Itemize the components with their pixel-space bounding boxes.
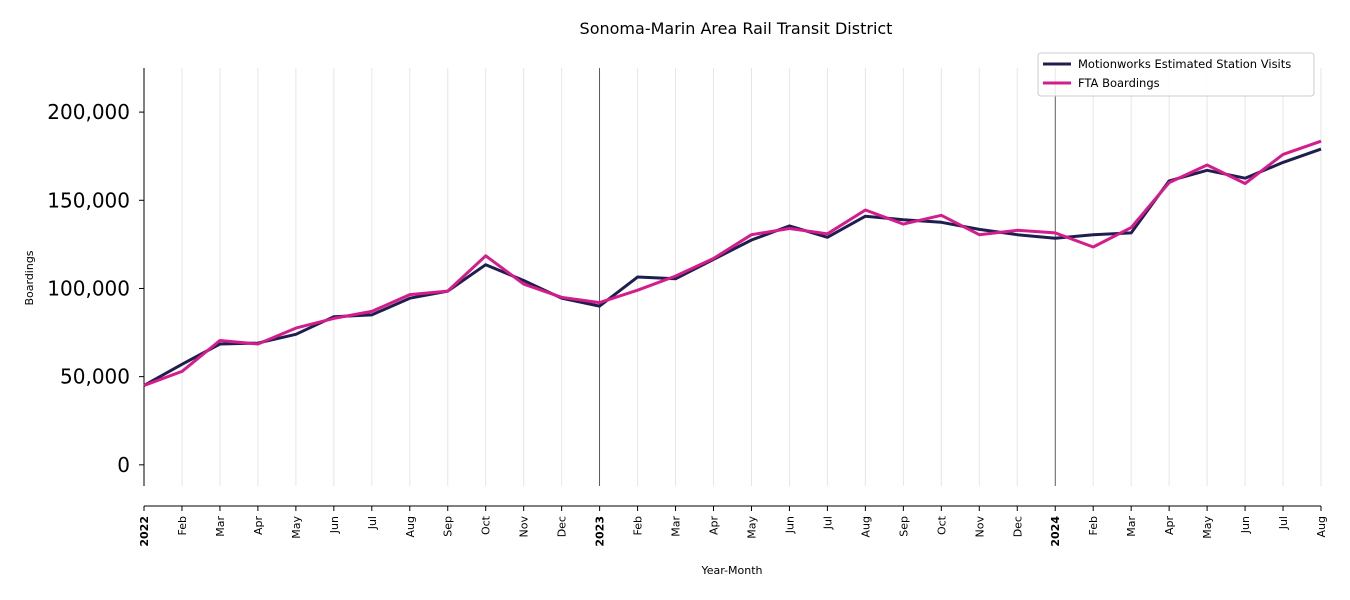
x-tick-label: Sep: [897, 516, 910, 537]
x-tick-label: Dec: [556, 516, 569, 537]
y-tick-label: 100,000: [47, 276, 130, 300]
x-tick-label: Mar: [214, 516, 227, 537]
x-tick-label: Aug: [859, 516, 872, 537]
legend-entry: Motionworks Estimated Station Visits: [1078, 57, 1291, 71]
x-tick-label: 2022: [138, 516, 151, 547]
x-tick-label: 2023: [594, 516, 607, 547]
axes-layer: 0 50,000 100,000 150,000 200,000 2022 Feb Mar Ap…: [47, 68, 1328, 547]
x-tick-label: May: [1201, 516, 1214, 539]
x-tick-label: Jun: [1239, 516, 1252, 534]
legend-entry: FTA Boardings: [1078, 76, 1160, 90]
chart-title: Sonoma-Marin Area Rail Transit District: [580, 19, 893, 38]
series-line-1: [143, 147, 1322, 387]
x-tick-label: Oct: [935, 515, 948, 535]
grid-layer: [181, 68, 1322, 486]
x-tick-label: Feb: [632, 516, 645, 535]
x-tick-label: Jun: [328, 516, 341, 534]
legend: Motionworks Estimated Station Visits FTA …: [1037, 52, 1315, 97]
x-tick-label: May: [745, 516, 758, 539]
y-tick-label: 150,000: [47, 188, 130, 212]
y-axis-label: Boardings: [23, 250, 36, 305]
x-tick-label: May: [290, 516, 303, 539]
y-tick-label: 200,000: [47, 100, 130, 124]
x-tick-label: Jul: [366, 516, 379, 530]
x-tick-label: Nov: [518, 516, 531, 538]
x-tick-label: Mar: [670, 516, 683, 537]
x-tick-label: Dec: [1011, 516, 1024, 537]
x-axis-label: Year-Month: [700, 564, 762, 577]
x-tick-label: Apr: [1163, 516, 1176, 536]
x-tick-label: Jul: [821, 516, 834, 530]
legend-box: [1037, 52, 1315, 97]
series-line-2: [143, 139, 1322, 387]
series-layer: [143, 139, 1322, 387]
x-tick-label: Nov: [973, 516, 986, 538]
x-tick-label: Aug: [404, 516, 417, 537]
x-tick-label: Apr: [708, 516, 721, 536]
x-tick-label: Jul: [1277, 516, 1290, 530]
x-tick-label: Apr: [252, 516, 265, 536]
x-tick-label: Sep: [442, 516, 455, 537]
x-tick-label: 2024: [1049, 516, 1062, 547]
x-tick-label: Jun: [783, 516, 796, 534]
x-tick-label: Feb: [176, 516, 189, 535]
x-tick-label: Oct: [480, 515, 493, 535]
x-tick-label: Feb: [1087, 516, 1100, 535]
x-tick-label: Aug: [1315, 516, 1328, 537]
x-tick-label: Mar: [1125, 516, 1138, 537]
y-tick-label: 50,000: [60, 365, 130, 389]
y-tick-label: 0: [117, 453, 130, 477]
